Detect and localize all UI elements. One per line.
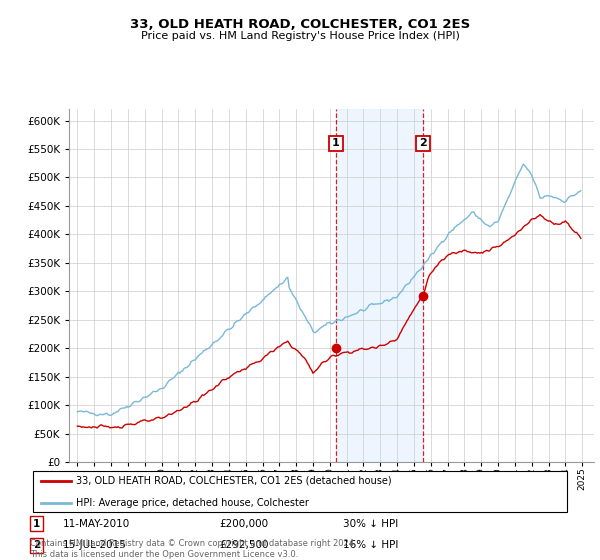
Text: £200,000: £200,000	[219, 519, 268, 529]
Text: 30% ↓ HPI: 30% ↓ HPI	[343, 519, 398, 529]
Text: 16% ↓ HPI: 16% ↓ HPI	[343, 540, 398, 550]
Text: 1: 1	[33, 519, 40, 529]
Text: 2: 2	[419, 138, 427, 148]
Text: £292,500: £292,500	[219, 540, 269, 550]
Text: Contains HM Land Registry data © Crown copyright and database right 2024.
This d: Contains HM Land Registry data © Crown c…	[30, 539, 356, 559]
Text: 2: 2	[33, 540, 40, 550]
Text: 33, OLD HEATH ROAD, COLCHESTER, CO1 2ES: 33, OLD HEATH ROAD, COLCHESTER, CO1 2ES	[130, 18, 470, 31]
Text: 1: 1	[332, 138, 340, 148]
Text: 11-MAY-2010: 11-MAY-2010	[62, 519, 130, 529]
Text: HPI: Average price, detached house, Colchester: HPI: Average price, detached house, Colc…	[76, 498, 309, 508]
Text: 15-JUL-2015: 15-JUL-2015	[62, 540, 126, 550]
Text: Price paid vs. HM Land Registry's House Price Index (HPI): Price paid vs. HM Land Registry's House …	[140, 31, 460, 41]
Text: 33, OLD HEATH ROAD, COLCHESTER, CO1 2ES (detached house): 33, OLD HEATH ROAD, COLCHESTER, CO1 2ES …	[76, 476, 392, 486]
Bar	[336, 109, 423, 462]
FancyBboxPatch shape	[33, 472, 568, 512]
